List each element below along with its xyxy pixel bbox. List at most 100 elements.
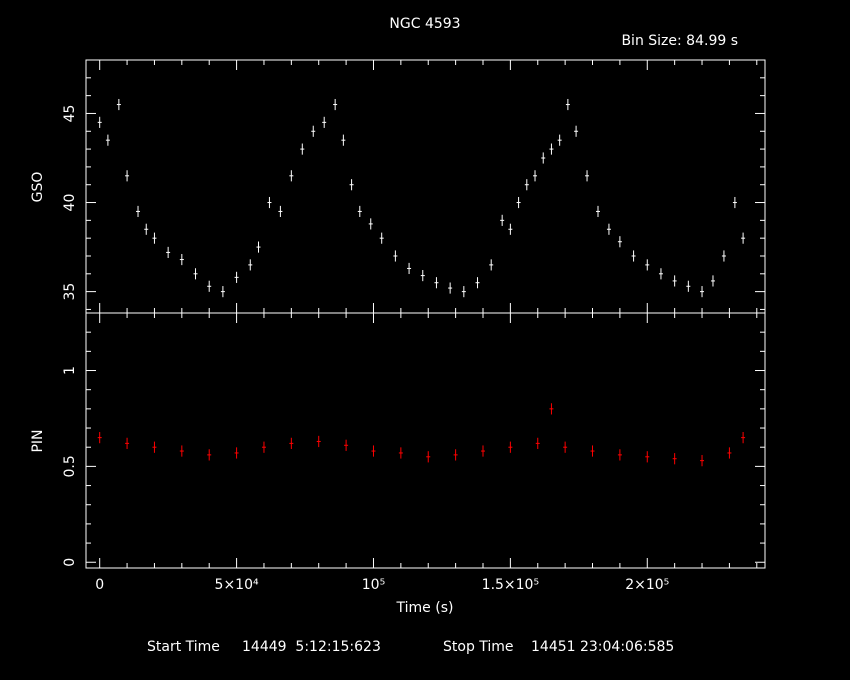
gso-data-point [595,205,600,218]
pin-data-point [179,445,184,457]
gso-data-point [565,98,570,111]
gso-data-point [349,179,354,191]
gso-data-point [700,286,705,298]
gso-data-point [448,282,453,294]
gso-data-point [368,218,373,230]
start-time-label: Start Time [147,639,220,655]
gso-data-point [248,259,253,271]
gso-data-point [407,262,412,275]
gso-data-point [420,270,425,282]
pin-data-point [371,445,376,457]
gso-data-point [732,196,737,209]
stop-time-label: Stop Time [443,639,514,655]
pin-data-point [700,455,705,467]
gso-data-point [524,179,529,191]
gso-data-point [379,232,384,244]
start-time-value: 14449 5:12:15:623 [242,639,381,655]
pin-data-point [645,451,650,463]
gso-data-point [631,250,636,262]
pin-data-point [289,437,294,449]
pin-data-point [617,449,622,461]
chart-title: NGC 4593 [389,16,460,32]
gso-data-point [322,116,327,128]
pin-plot-frame [85,312,766,569]
gso-data-point [585,170,590,182]
gso-data-point [300,143,305,155]
pin-data-point [672,453,677,465]
gso-data-point [686,280,691,292]
pin-data-point [426,451,431,463]
gso-data-point [557,134,562,146]
gso-data-point [475,277,480,289]
pin-data-point [261,441,266,453]
gso-data-point [136,205,141,218]
gso-data-point [434,277,439,289]
gso-data-point [658,268,663,280]
gso-data-point [341,134,346,146]
gso-data-point [333,98,338,111]
gso-data-point [721,250,726,262]
gso-data-point [541,152,546,164]
x-tick-label: 5×10⁴ [215,577,259,593]
gso-y-tick-label: 40 [62,194,78,212]
gso-data-point [234,271,239,283]
gso-axis-label: GSO [30,172,46,203]
gso-data-point [508,223,513,235]
gso-y-tick-label: 35 [62,283,78,301]
gso-data-point [574,125,579,137]
pin-data-point [453,449,458,461]
pin-data-point [316,435,321,448]
gso-data-point [672,275,677,287]
gso-data-point [741,232,746,244]
pin-data-point [152,441,157,453]
pin-data-point [97,432,102,444]
pin-y-tick-label: 1 [62,366,78,375]
pin-panel: 0 0.5 1 0 5×10⁴ 10⁵ 1.5×10⁵ 2×10⁵ [62,312,766,593]
gso-data-point [617,236,622,248]
pin-data-point [590,445,595,457]
gso-data-point [116,98,121,111]
pin-data-point [398,447,403,459]
pin-data-point [741,432,746,444]
x-tick-label: 0 [95,577,104,593]
pin-data-point [344,439,349,451]
gso-data-point [166,246,171,258]
pin-data-point [727,447,732,459]
gso-data-point [549,143,554,155]
gso-data-point [606,223,611,235]
gso-data-point [144,223,149,235]
gso-data-point [461,286,466,298]
gso-data-point [125,170,130,182]
gso-data-point [516,196,521,209]
pin-data-point [563,441,568,453]
x-axis-label: Time (s) [396,600,454,616]
gso-data-point [207,280,212,292]
gso-data-point [256,241,261,253]
pin-y-tick-label: 0.5 [62,455,78,477]
x-tick-label: 10⁵ [362,577,385,593]
gso-data-point [220,286,225,298]
gso-data-point [278,205,283,218]
x-tick-label: 1.5×10⁵ [482,577,539,593]
gso-data-point [357,205,362,218]
gso-data-point [97,116,102,128]
pin-y-tick-label: 0 [62,558,78,567]
gso-data-point [193,268,198,280]
gso-data-point [289,170,294,182]
bin-size-label: Bin Size: 84.99 s [621,33,738,49]
gso-data-point [311,125,316,137]
pin-axis-label: PIN [30,429,46,452]
x-tick-label: 2×10⁵ [625,577,669,593]
gso-data-point [393,250,398,262]
gso-data-point [710,275,715,287]
gso-data-point [267,196,272,209]
pin-data-point [125,437,130,449]
gso-data-point [489,259,494,271]
pin-data-point [535,437,540,449]
pin-data-point [234,447,239,459]
gso-data-point [152,232,157,244]
gso-data-point [500,214,505,226]
stop-time-value: 14451 23:04:06:585 [531,639,674,655]
gso-data-point [645,259,650,271]
gso-y-tick-label: 45 [62,105,78,123]
